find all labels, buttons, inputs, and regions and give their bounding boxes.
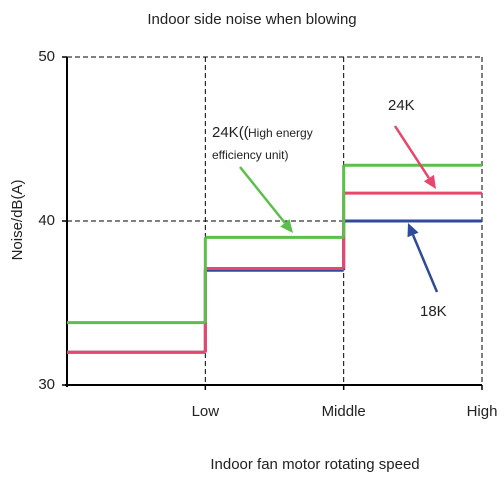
arrow-shaft [393,125,430,179]
annotation: 18K [420,303,447,320]
chart-title: Indoor side noise when blowing [147,11,356,28]
arrow-head [407,223,419,238]
y-tick-label: 40 [38,212,55,229]
y-tick-label: 50 [38,48,55,65]
annotation: 24K(( [212,124,249,141]
x-axis-label: Indoor fan motor rotating speed [210,456,419,473]
y-tick-label: 30 [38,376,55,393]
arrow-head [423,174,436,189]
x-tick-label: Middle [322,403,366,420]
annotation: High energy [248,126,313,140]
annotation: efficiency unit) [212,148,288,162]
arrow-head [280,219,293,233]
arrow-shaft [411,234,439,293]
x-tick-label: High [467,403,498,420]
y-axis-label: Noise/dB(A) [9,180,26,261]
arrow-shaft [239,166,286,224]
annotation: 24K [388,97,415,114]
x-tick-label: Low [192,403,220,420]
